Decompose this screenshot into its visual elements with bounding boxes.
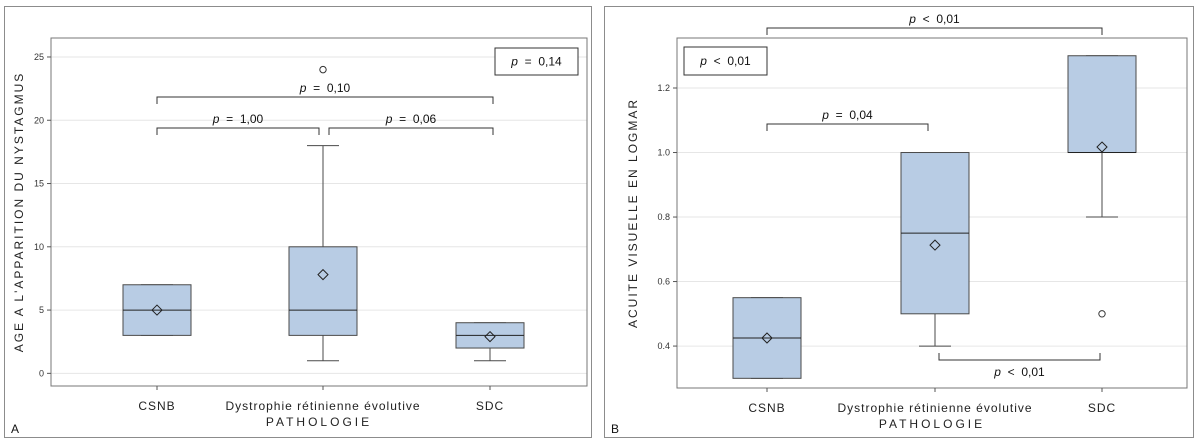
mean-marker xyxy=(929,239,941,251)
boxplot-b-svg: 0.4 0.6 0.8 1.0 1.2 CSNB Dystrophie rétinienne… xyxy=(611,12,1188,436)
x-category-label: SDC xyxy=(476,399,504,413)
comparison-bracket xyxy=(766,27,1103,35)
global-test-box xyxy=(494,47,579,76)
comparison-bracket xyxy=(766,123,929,131)
x-category-label: Dystrophie rétinienne évolutive xyxy=(225,399,420,413)
y-tick-label: 0.6 xyxy=(657,277,670,287)
y-tick-label: 0.4 xyxy=(657,341,670,351)
plot-area-frame xyxy=(676,37,1188,389)
comparison-label: p < 0,01 xyxy=(993,365,1045,379)
y-tick-label: 5 xyxy=(39,305,44,315)
mean-marker xyxy=(1096,141,1108,153)
y-tick-label: 0.8 xyxy=(657,212,670,222)
x-axis-label: PATHOLOGIE xyxy=(879,417,985,431)
comparison-label: p = 0,04 xyxy=(821,108,873,122)
plot-area-frame xyxy=(50,37,588,387)
outlier-point xyxy=(319,65,327,74)
y-tick-label: 1.0 xyxy=(657,148,670,158)
mean-marker xyxy=(484,330,496,343)
comparison-label: p = 0,10 xyxy=(299,81,351,95)
y-tick-label: 20 xyxy=(34,115,44,125)
x-category-label: SDC xyxy=(1088,401,1116,415)
comparison-bracket xyxy=(328,127,494,135)
comparison-bracket xyxy=(156,96,494,104)
x-axis-label: PATHOLOGIE xyxy=(266,415,372,429)
comparison-label: p = 1,00 xyxy=(212,112,264,126)
chart-panel-b: 0.4 0.6 0.8 1.0 1.2 CSNB Dystrophie rétinienne… xyxy=(604,6,1194,438)
panel-letter: B xyxy=(611,422,619,436)
global-test-label: p < 0,01 xyxy=(699,54,751,68)
y-tick-label: 25 xyxy=(34,52,44,62)
global-test-label: p = 0,14 xyxy=(510,55,562,69)
mean-marker xyxy=(317,268,329,281)
comparison-label: p < 0,01 xyxy=(908,12,960,26)
y-axis-label: AGE A L'APPARITION DU NYSTAGMUS xyxy=(12,72,26,353)
comparison-bracket xyxy=(938,353,1101,361)
x-category-label: CSNB xyxy=(138,399,175,413)
panel-letter: A xyxy=(11,422,19,436)
chart-panel-a: 0 5 10 15 20 25 CSNB Dystrophie rétinienne évol… xyxy=(4,6,592,438)
y-tick-label: 10 xyxy=(34,242,44,252)
box-iqr xyxy=(1067,55,1137,154)
y-tick-label: 0 xyxy=(39,368,44,378)
comparison-bracket xyxy=(156,127,320,135)
x-category-label: Dystrophie rétinienne évolutive xyxy=(837,401,1032,415)
mean-marker xyxy=(761,332,773,344)
global-test-box xyxy=(683,46,768,76)
mean-marker xyxy=(151,304,163,316)
y-tick-label: 15 xyxy=(34,179,44,189)
box-iqr xyxy=(288,246,358,336)
boxplot-a-svg: 0 5 10 15 20 25 CSNB Dystrophie rétinienne évol… xyxy=(11,37,588,436)
comparison-label: p = 0,06 xyxy=(385,112,437,126)
y-axis-label: ACUITE VISUELLE EN LOGMAR xyxy=(626,98,640,328)
x-category-label: CSNB xyxy=(748,401,785,415)
outlier-point xyxy=(1098,310,1106,318)
y-tick-label: 1.2 xyxy=(657,83,670,93)
